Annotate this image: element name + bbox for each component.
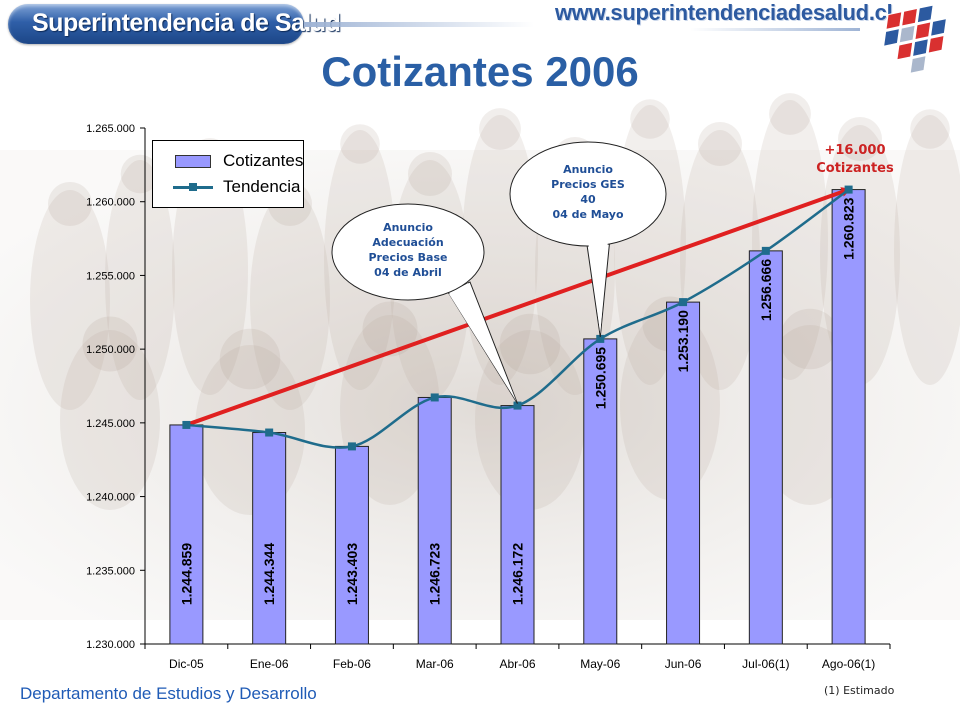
x-tick-label: Feb-06 [333, 657, 371, 671]
bar-Ene-06 [252, 432, 287, 645]
increase-annotation: +16.000 Cotizantes [816, 143, 894, 176]
bar-Dic-05 [169, 424, 204, 645]
header-swoosh-right [690, 28, 860, 31]
y-tick-label: 1.260.000 [86, 197, 135, 209]
x-tick-label: Jun-06 [665, 657, 702, 671]
brand-badge [8, 4, 304, 44]
crowd-head [340, 124, 380, 164]
crowd-head [838, 117, 882, 161]
crowd-figure [30, 190, 110, 410]
bar-Mar-06 [417, 396, 452, 645]
x-tick-label: May-06 [580, 657, 620, 671]
y-tick-label: 1.235.000 [86, 565, 135, 577]
crowd-figure [250, 190, 330, 410]
data-label-Ene-06: 1.244.344 [261, 543, 277, 605]
crowd-figure [60, 330, 160, 510]
brand-name: Superintendencia de Salud [32, 9, 341, 37]
crowd-head [48, 182, 92, 226]
legend-marker-swatch [189, 183, 197, 191]
crowd-head [698, 122, 742, 166]
header-swoosh-left [304, 22, 534, 27]
crowd-head [910, 109, 950, 149]
y-tick-label: 1.245.000 [86, 418, 135, 430]
y-tick-label: 1.265.000 [86, 123, 135, 135]
background-wash [0, 150, 960, 620]
crowd-head [630, 99, 670, 139]
legend-label-tendencia: Tendencia [223, 177, 301, 196]
x-tick-label: Dic-05 [169, 657, 204, 671]
bar-Jul-06(1) [748, 250, 783, 645]
data-label-Ago-06(1): 1.260.823 [841, 197, 857, 259]
crowd-head [120, 154, 160, 194]
data-label-Feb-06: 1.243.403 [344, 543, 360, 605]
x-tick-label: Ago-06(1) [822, 657, 875, 671]
chart-legend: Cotizantes Tendencia [152, 140, 304, 208]
footer-department: Departamento de Estudios y Desarrollo [20, 684, 317, 703]
callout-adecuacion-joint [449, 283, 517, 402]
crowd-head [499, 313, 561, 375]
page-title: Cotizantes 2006 [321, 48, 639, 95]
bar-May-06 [583, 338, 618, 645]
crowd-figure [105, 160, 175, 400]
trend-point-Jul-06(1) [761, 246, 770, 255]
bar-Ago-06(1) [831, 189, 866, 645]
crowd-head [479, 108, 521, 150]
bar-Feb-06 [334, 445, 369, 645]
crowd-head [779, 308, 841, 370]
trend-point-Mar-06 [430, 393, 439, 402]
x-tick-label: Ene-06 [250, 657, 289, 671]
legend-item-tendencia: Tendencia [153, 175, 303, 199]
callout-adecuacion-bubble [331, 203, 485, 301]
website-url: www.superintendenciadesalud.cl [555, 0, 893, 25]
callout-ges-text: Anuncio Precios GES 40 04 de Mayo [551, 163, 625, 221]
bar-Abr-06 [500, 405, 535, 645]
trend-point-Ago-06(1) [844, 185, 853, 194]
header-banner: Superintendencia de Salud www.superinten… [0, 0, 960, 46]
data-label-Dic-05: 1.244.859 [178, 543, 194, 605]
data-label-Mar-06: 1.246.723 [427, 543, 443, 605]
trend-point-Jun-06 [679, 298, 688, 307]
x-tick-label: Abr-06 [499, 657, 535, 671]
data-label-Jul-06(1): 1.256.666 [758, 259, 774, 321]
y-tick-label: 1.255.000 [86, 270, 135, 282]
trend-point-Ene-06 [265, 428, 274, 437]
legend-item-cotizantes: Cotizantes [153, 149, 303, 173]
data-label-May-06: 1.250.695 [592, 347, 608, 409]
footnote-estimado: (1) Estimado [824, 684, 895, 697]
legend-label-cotizantes: Cotizantes [223, 151, 304, 170]
data-label-Jun-06: 1.253.190 [675, 310, 691, 372]
x-tick-label: Jul-06(1) [742, 657, 789, 671]
trend-point-Feb-06 [347, 442, 356, 451]
logo-icon [883, 4, 947, 74]
callout-ges-joint [588, 240, 608, 334]
y-tick-label: 1.240.000 [86, 492, 135, 504]
trend-point-Abr-06 [513, 401, 522, 410]
trend-point-May-06 [596, 334, 605, 343]
x-tick-label: Mar-06 [416, 657, 454, 671]
crowd-head [362, 301, 418, 357]
y-tick-label: 1.230.000 [86, 639, 135, 651]
crowd-head [219, 328, 281, 390]
y-tick-label: 1.250.000 [86, 344, 135, 356]
legend-bar-swatch [175, 155, 211, 168]
data-label-Abr-06: 1.246.172 [510, 543, 526, 605]
crowd-head [408, 152, 452, 196]
crowd-head [82, 316, 138, 372]
bar-Jun-06 [666, 301, 701, 645]
callout-ges-bubble [509, 141, 667, 247]
crowd-figure [894, 115, 960, 385]
crowd-head [769, 93, 811, 135]
increase-arrow [185, 187, 852, 427]
trend-point-Dic-05 [182, 420, 191, 429]
callout-adecuacion-text: Anuncio Adecuación Precios Base 04 de Ab… [368, 221, 448, 279]
